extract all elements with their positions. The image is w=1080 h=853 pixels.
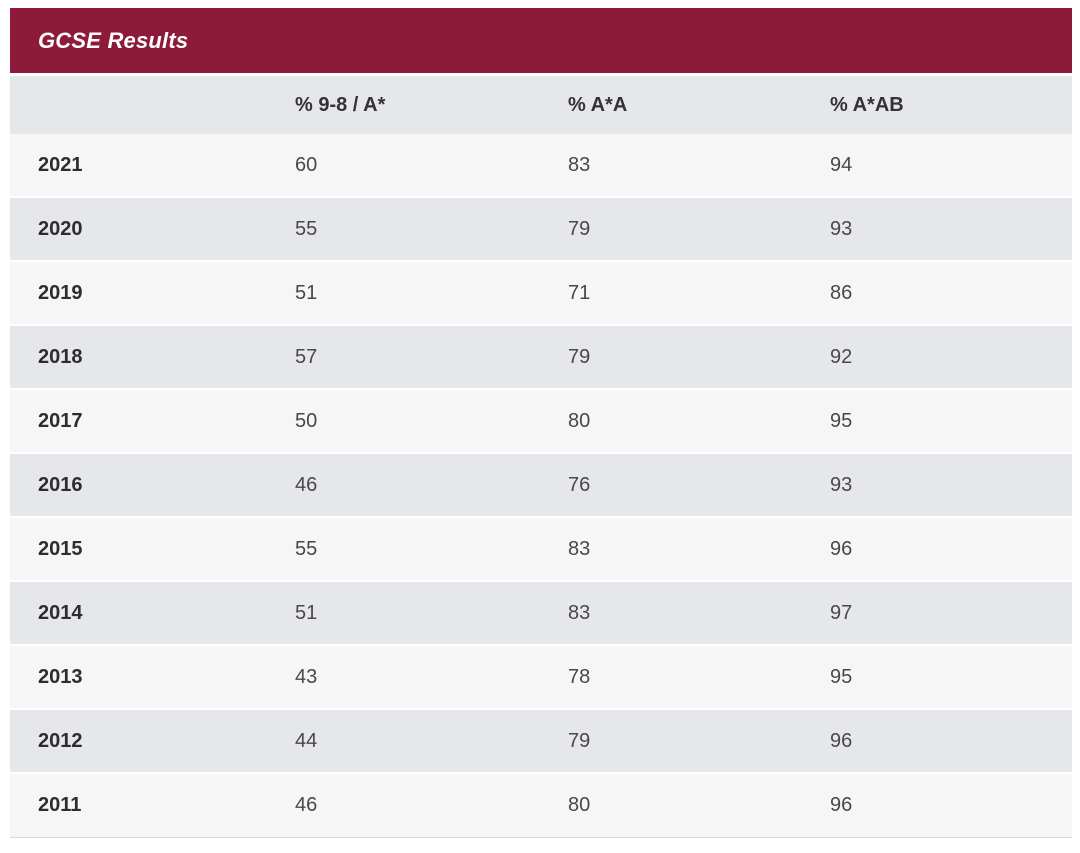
table-body: 2021 60 83 94 2020 55 79 93 2019 51 71 86 2018 57 79 92… <box>10 134 1072 838</box>
cell-value: 51 <box>267 582 540 646</box>
column-header-year <box>10 73 267 134</box>
table-row: 2020 55 79 93 <box>10 198 1072 262</box>
cell-value: 79 <box>540 198 802 262</box>
table-row: 2013 43 78 95 <box>10 646 1072 710</box>
cell-value: 76 <box>540 454 802 518</box>
row-year-label: 2013 <box>10 646 267 710</box>
table-row: 2011 46 80 96 <box>10 774 1072 838</box>
cell-value: 78 <box>540 646 802 710</box>
cell-value: 83 <box>540 518 802 582</box>
table-row: 2019 51 71 86 <box>10 262 1072 326</box>
cell-value: 50 <box>267 390 540 454</box>
table-row: 2016 46 76 93 <box>10 454 1072 518</box>
cell-value: 80 <box>540 774 802 838</box>
table-row: 2018 57 79 92 <box>10 326 1072 390</box>
cell-value: 79 <box>540 326 802 390</box>
column-header-astar-a: % A*A <box>540 73 802 134</box>
cell-value: 60 <box>267 134 540 198</box>
cell-value: 43 <box>267 646 540 710</box>
cell-value: 55 <box>267 198 540 262</box>
row-year-label: 2012 <box>10 710 267 774</box>
cell-value: 86 <box>802 262 1072 326</box>
cell-value: 57 <box>267 326 540 390</box>
table-row: 2017 50 80 95 <box>10 390 1072 454</box>
cell-value: 83 <box>540 582 802 646</box>
cell-value: 93 <box>802 454 1072 518</box>
column-header-astar-a-b: % A*AB <box>802 73 1072 134</box>
table-row: 2014 51 83 97 <box>10 582 1072 646</box>
cell-value: 96 <box>802 774 1072 838</box>
cell-value: 96 <box>802 518 1072 582</box>
cell-value: 97 <box>802 582 1072 646</box>
table-header: % 9-8 / A* % A*A % A*AB <box>10 73 1072 134</box>
cell-value: 80 <box>540 390 802 454</box>
cell-value: 51 <box>267 262 540 326</box>
table-row: 2015 55 83 96 <box>10 518 1072 582</box>
cell-value: 55 <box>267 518 540 582</box>
row-year-label: 2014 <box>10 582 267 646</box>
cell-value: 79 <box>540 710 802 774</box>
cell-value: 71 <box>540 262 802 326</box>
cell-value: 83 <box>540 134 802 198</box>
cell-value: 44 <box>267 710 540 774</box>
row-year-label: 2017 <box>10 390 267 454</box>
table-title-bar: GCSE Results <box>10 8 1072 73</box>
row-year-label: 2015 <box>10 518 267 582</box>
cell-value: 95 <box>802 390 1072 454</box>
cell-value: 93 <box>802 198 1072 262</box>
cell-value: 46 <box>267 774 540 838</box>
row-year-label: 2018 <box>10 326 267 390</box>
table-title: GCSE Results <box>38 27 189 53</box>
cell-value: 46 <box>267 454 540 518</box>
column-header-9-8-astar: % 9-8 / A* <box>267 73 540 134</box>
table-row: 2012 44 79 96 <box>10 710 1072 774</box>
cell-value: 94 <box>802 134 1072 198</box>
results-table: % 9-8 / A* % A*A % A*AB 2021 60 83 94 2020 55… <box>10 73 1072 838</box>
cell-value: 92 <box>802 326 1072 390</box>
row-year-label: 2021 <box>10 134 267 198</box>
table-row: 2021 60 83 94 <box>10 134 1072 198</box>
gcse-results-card: GCSE Results % 9-8 / A* % A*A % A*AB 202… <box>10 8 1072 838</box>
row-year-label: 2016 <box>10 454 267 518</box>
row-year-label: 2019 <box>10 262 267 326</box>
row-year-label: 2020 <box>10 198 267 262</box>
cell-value: 96 <box>802 710 1072 774</box>
header-row: % 9-8 / A* % A*A % A*AB <box>10 73 1072 134</box>
cell-value: 95 <box>802 646 1072 710</box>
row-year-label: 2011 <box>10 774 267 838</box>
